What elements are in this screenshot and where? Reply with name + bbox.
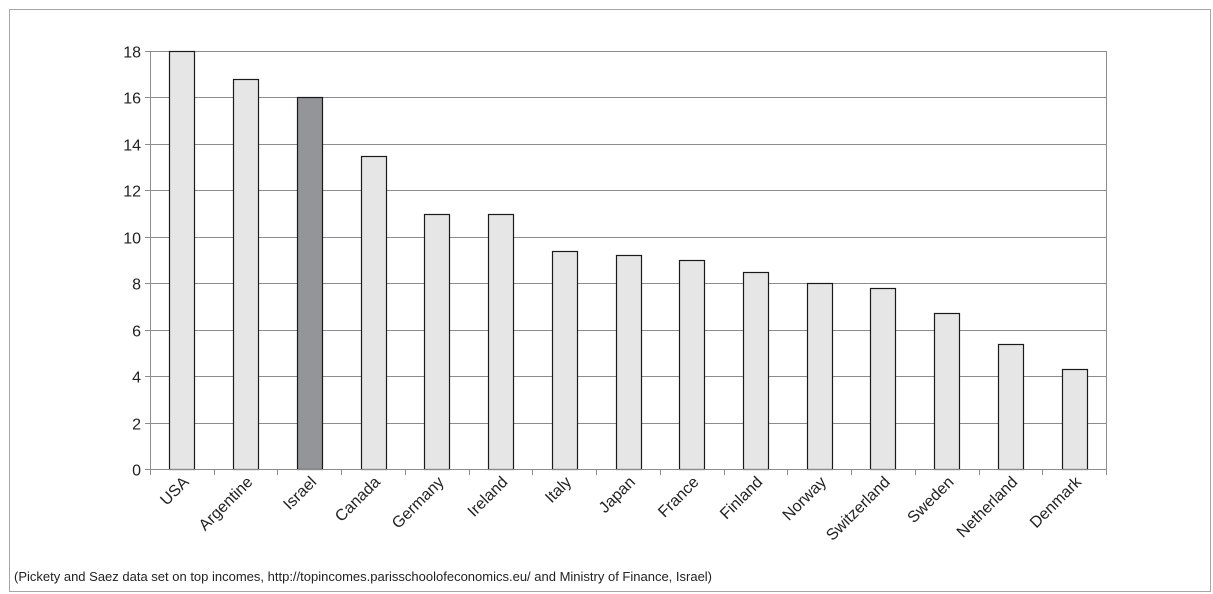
y-tick-label: 18 [123, 45, 141, 62]
x-tick-labels: USA Argentine Israel Canada Germany Ireland It… [157, 473, 1085, 544]
x-tick-label: Switzerland [823, 474, 894, 545]
y-tick-label: 2 [132, 417, 141, 434]
x-tick-label: Sweden [905, 474, 958, 527]
y-tick-label: 8 [132, 277, 141, 294]
bar-france [678, 259, 706, 471]
x-tick-label: Netherland [954, 474, 1021, 541]
bar-netherland [997, 343, 1025, 471]
bar-finland [742, 271, 770, 471]
bar-usa [168, 50, 196, 471]
y-tick-label: 0 [132, 463, 141, 480]
axes [145, 51, 1107, 475]
bar-argentine [232, 78, 260, 471]
x-tick-label: Canada [332, 474, 384, 526]
bar-norway [806, 282, 834, 471]
x-tick-label: Italy [542, 474, 575, 507]
bar-italy [551, 250, 579, 471]
y-tick-label: 10 [123, 231, 141, 248]
y-tick-labels: 0 2 4 6 8 10 12 14 16 18 [123, 45, 141, 480]
bar-ireland [487, 213, 515, 471]
x-tick-label: Norway [780, 474, 830, 524]
x-tick-label: Ireland [465, 474, 512, 521]
x-tick-label: Israel [280, 474, 320, 514]
x-tick-label: Argentine [196, 474, 257, 535]
x-tick-label: Japan [596, 474, 639, 517]
source-note: (Pickety and Saez data set on top income… [14, 569, 713, 584]
bar-japan [615, 254, 643, 471]
bars [168, 50, 1089, 471]
x-tick-label: Finland [717, 474, 766, 523]
chart-frame [9, 9, 1211, 592]
bar-switzerland [869, 287, 897, 471]
x-tick-label: Denmark [1027, 473, 1086, 532]
bar-canada [360, 155, 388, 471]
x-tick-label: France [655, 474, 702, 521]
x-tick-label: Germany [389, 474, 448, 533]
bar-israel [296, 96, 324, 471]
bar-sweden [933, 312, 961, 471]
x-tick-label: USA [157, 474, 193, 510]
bar-denmark [1061, 368, 1089, 471]
y-tick-label: 16 [123, 91, 141, 108]
y-tick-label: 12 [123, 184, 141, 201]
y-tick-label: 14 [123, 138, 141, 155]
y-tick-label: 6 [132, 324, 141, 341]
bar-germany [423, 213, 451, 471]
y-tick-label: 4 [132, 370, 141, 387]
